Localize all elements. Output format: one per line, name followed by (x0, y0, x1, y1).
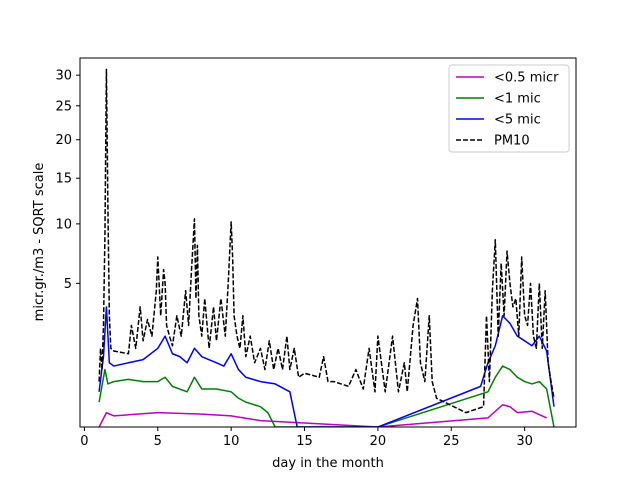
y-tick-label: 30 (55, 69, 72, 84)
legend-label: PM10 (494, 134, 530, 149)
plot-frame (79, 57, 577, 428)
x-tick-label: 20 (370, 434, 387, 449)
legend-label: <5 mic (494, 113, 541, 128)
legend: <0.5 micr <1 mic <5 mic PM10 (448, 64, 570, 153)
series-line-3 (98, 68, 555, 414)
series-layer (98, 68, 555, 427)
legend-label: <0.5 micr (494, 71, 559, 86)
legend-box (448, 64, 570, 153)
x-tick-label: 10 (223, 434, 240, 449)
y-tick-label: 5 (64, 277, 72, 292)
y-axis: 5 10 15 20 25 30 (55, 69, 80, 292)
legend-label: <1 mic (494, 92, 541, 107)
x-tick-label: 5 (154, 434, 162, 449)
y-tick-label: 10 (55, 217, 72, 232)
series-line-1 (98, 365, 555, 427)
y-tick-label: 20 (55, 133, 72, 148)
x-tick-label: 25 (443, 434, 460, 449)
series-line-0 (98, 404, 547, 427)
x-tick-label: 30 (516, 434, 533, 449)
x-axis: 0 5 10 15 20 25 30 (80, 427, 533, 449)
y-axis-label: micr.gr./m3 - SQRT scale (32, 163, 47, 322)
x-tick-label: 15 (296, 434, 313, 449)
x-axis-label: day in the month (272, 456, 384, 471)
y-tick-label: 25 (55, 99, 72, 114)
series-line-2 (98, 306, 555, 427)
x-tick-label: 0 (80, 434, 88, 449)
y-tick-label: 15 (55, 172, 72, 187)
